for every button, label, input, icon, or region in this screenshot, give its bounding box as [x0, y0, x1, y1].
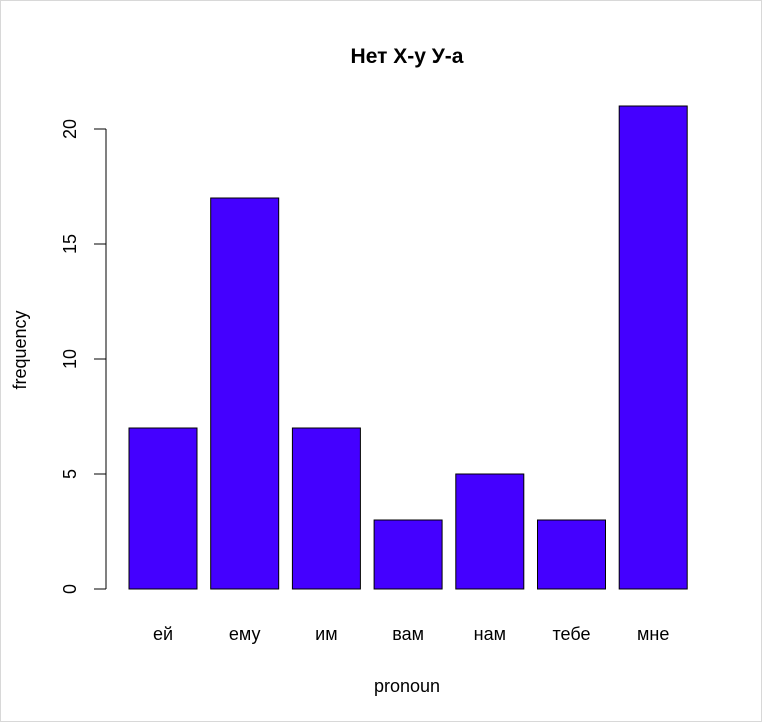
y-tick-label: 10 [60, 349, 80, 369]
y-axis-label: frequency [10, 310, 30, 389]
y-tick-label: 0 [60, 584, 80, 594]
x-tick-label: им [315, 624, 337, 644]
x-tick-label: вам [392, 624, 424, 644]
x-axis-label: pronoun [374, 676, 440, 696]
bar-5 [537, 519, 606, 590]
y-tick-label: 5 [60, 469, 80, 479]
x-tick-label: ему [229, 624, 261, 644]
bar-6 [618, 105, 688, 590]
bar-0 [128, 427, 198, 590]
x-tick-label: ей [153, 624, 173, 644]
bar-4 [455, 473, 525, 590]
x-tick-labels: ей ему им вам нам тебе мне [153, 624, 669, 644]
bar-1 [210, 197, 280, 590]
x-tick-label: мне [637, 624, 669, 644]
x-tick-label: тебе [553, 624, 591, 644]
y-tick-label: 15 [60, 234, 80, 254]
y-axis: 0 5 10 15 20 [60, 119, 107, 594]
y-tick-label: 20 [60, 119, 80, 139]
x-tick-label: нам [474, 624, 506, 644]
chart-title: Нет Х-у У-а [351, 45, 464, 68]
bar-3 [373, 519, 443, 590]
bars [128, 105, 688, 590]
bar-2 [291, 427, 361, 590]
